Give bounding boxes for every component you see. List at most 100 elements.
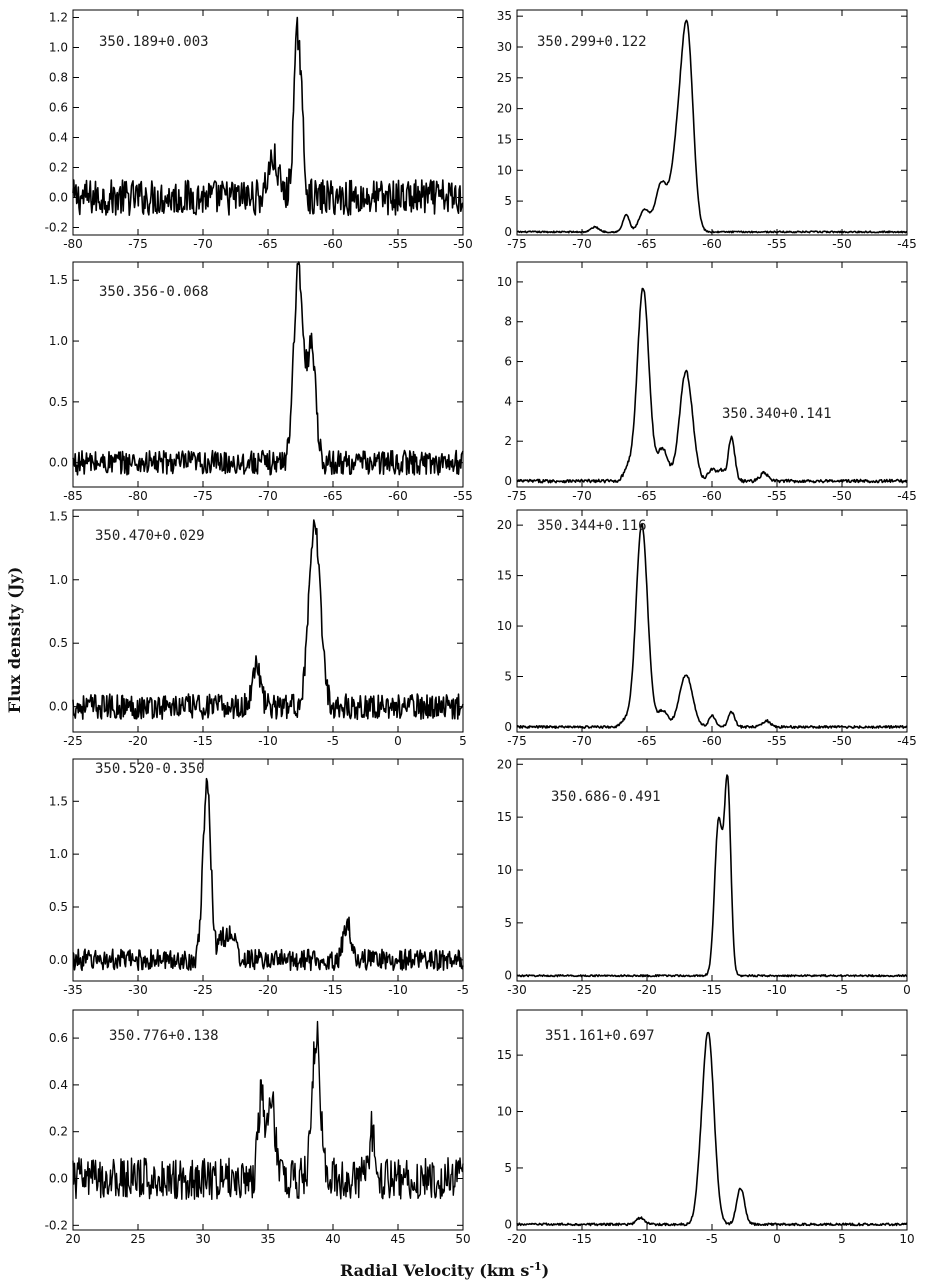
- x-tick-label: -15: [323, 983, 343, 997]
- x-tick-label: 0: [394, 734, 402, 748]
- x-tick-label: -55: [767, 489, 787, 503]
- y-tick-label: 0.6: [49, 101, 68, 115]
- y-tick-label: 8: [504, 315, 512, 329]
- x-tick-label: -75: [507, 237, 527, 251]
- spectrum-line: [516, 774, 908, 978]
- x-tick-label: -80: [63, 237, 83, 251]
- x-tick-label: -10: [388, 983, 408, 997]
- y-tick-label: 1.5: [49, 509, 68, 523]
- y-tick-label: 0: [504, 474, 512, 488]
- source-name-label: 350.189+0.003: [99, 34, 209, 50]
- x-tick-label: -15: [572, 1232, 592, 1246]
- spectrum-panel: -25 -20 -15 -10 -5 0 5 0.0 0.5 1.0 1.5 350.470+0.02…: [49, 509, 467, 748]
- x-tick-label: -75: [193, 489, 213, 503]
- x-tick-label: -5: [836, 983, 848, 997]
- x-tick-label: -10: [258, 734, 278, 748]
- x-tick-label: -75: [507, 489, 527, 503]
- y-tick-label: 15: [497, 810, 512, 824]
- x-tick-label: -30: [128, 983, 148, 997]
- y-tick-label: 10: [497, 619, 512, 633]
- spectrum-panel: -75 -70 -65 -60 -55 -50 -45 0 2 4 6 8 10 350.340+0.14…: [497, 261, 917, 503]
- x-tick-label: -85: [63, 489, 83, 503]
- spectrum-line: [516, 523, 908, 729]
- source-name-label: 350.776+0.138: [109, 1028, 219, 1044]
- y-tick-label: 1.2: [49, 11, 68, 25]
- y-tick-label: 35: [497, 9, 512, 23]
- y-tick-label: 20: [497, 102, 512, 116]
- y-tick-label: 1.0: [49, 41, 68, 55]
- y-tick-label: 1.0: [49, 847, 68, 861]
- x-tick-label: 45: [390, 1232, 405, 1246]
- y-tick-label: 20: [497, 757, 512, 771]
- spectrum-line: [72, 519, 464, 721]
- x-tick-label: -5: [457, 983, 469, 997]
- spectrum-line: [72, 16, 464, 217]
- x-tick-label: -55: [767, 237, 787, 251]
- y-tick-label: 0.0: [49, 456, 68, 470]
- y-tick-label: 10: [497, 863, 512, 877]
- y-tick-label: 2: [504, 434, 512, 448]
- y-axis-label: Flux density (Jy): [5, 567, 24, 714]
- y-tick-label: 0.5: [49, 395, 68, 409]
- y-tick-label: 15: [497, 569, 512, 583]
- y-tick-label: 0: [504, 1217, 512, 1231]
- x-tick-label: -30: [507, 983, 527, 997]
- y-tick-label: 0.0: [49, 953, 68, 967]
- x-tick-label: -70: [572, 734, 592, 748]
- x-tick-label: -50: [453, 237, 473, 251]
- x-tick-label: -50: [832, 489, 852, 503]
- y-tick-label: 6: [504, 355, 512, 369]
- x-tick-label: -65: [637, 489, 657, 503]
- x-tick-label: -25: [572, 983, 592, 997]
- x-tick-label: -75: [507, 734, 527, 748]
- source-name-label: 350.340+0.141: [722, 406, 832, 422]
- x-tick-label: -45: [897, 237, 917, 251]
- x-tick-label: -65: [637, 734, 657, 748]
- y-tick-label: 25: [497, 71, 512, 85]
- y-tick-label: 1.0: [49, 334, 68, 348]
- y-tick-label: 0.5: [49, 900, 68, 914]
- y-tick-label: -0.2: [45, 1218, 68, 1232]
- x-tick-label: -35: [63, 983, 83, 997]
- y-tick-label: 5: [504, 670, 512, 684]
- plot-frame: [516, 261, 908, 488]
- x-tick-label: -20: [258, 983, 278, 997]
- x-tick-label: -60: [702, 489, 722, 503]
- x-tick-label: -20: [128, 734, 148, 748]
- x-tick-label: 10: [899, 1232, 914, 1246]
- y-tick-label: 1.5: [49, 273, 68, 287]
- x-tick-label: 5: [459, 734, 467, 748]
- x-tick-label: -55: [453, 489, 473, 503]
- source-name-label: 351.161+0.697: [545, 1028, 655, 1044]
- y-tick-label: 30: [497, 40, 512, 54]
- y-tick-label: 5: [504, 1161, 512, 1175]
- y-tick-label: -0.2: [45, 221, 68, 235]
- x-tick-label: 40: [325, 1232, 340, 1246]
- spectrum-line: [516, 1031, 908, 1227]
- source-name-label: 350.344+0.116: [537, 518, 647, 534]
- x-tick-label: -10: [637, 1232, 657, 1246]
- x-tick-label: -45: [897, 489, 917, 503]
- source-name-label: 350.299+0.122: [537, 34, 647, 50]
- x-tick-label: -70: [572, 237, 592, 251]
- y-tick-label: 5: [504, 916, 512, 930]
- x-tick-label: -25: [193, 983, 213, 997]
- plot-frame: [516, 509, 908, 733]
- spectrum-panel: -75 -70 -65 -60 -55 -50 -45 0 5 10 15 20 25 30 35 350.2…: [497, 9, 917, 251]
- y-tick-label: 0.5: [49, 636, 68, 650]
- source-name-label: 350.520-0.350: [95, 761, 205, 777]
- y-tick-label: 1.5: [49, 794, 68, 808]
- spectrum-panel: -75 -70 -65 -60 -55 -50 -45 0 5 10 15 20 350.344+0.1…: [497, 509, 917, 748]
- source-name-label: 350.470+0.029: [95, 528, 205, 544]
- x-tick-label: -60: [702, 734, 722, 748]
- y-tick-label: 1.0: [49, 573, 68, 587]
- x-tick-label: -55: [388, 237, 408, 251]
- x-tick-label: -15: [193, 734, 213, 748]
- y-tick-label: 0.2: [49, 1125, 68, 1139]
- x-tick-label: -5: [327, 734, 339, 748]
- x-tick-label: -50: [832, 237, 852, 251]
- plot-frame: [72, 758, 464, 982]
- x-axis-label: Radial Velocity (km s-1): [340, 1260, 549, 1280]
- x-tick-label: 0: [773, 1232, 781, 1246]
